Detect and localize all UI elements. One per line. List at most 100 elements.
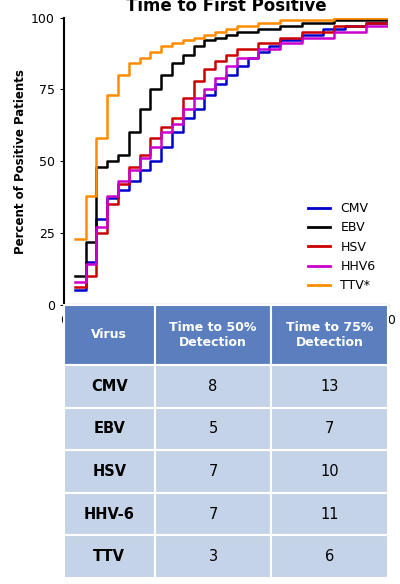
FancyBboxPatch shape [271, 493, 388, 536]
CMV [105, 195, 110, 202]
Text: HHV-6: HHV-6 [84, 507, 135, 522]
TTV* [159, 43, 164, 50]
Text: EBV: EBV [94, 421, 125, 436]
HHV6 [72, 278, 77, 285]
TTV* [105, 92, 110, 99]
HHV6 [137, 155, 142, 162]
HSV [137, 152, 142, 159]
Title: Time to First Positive: Time to First Positive [126, 0, 326, 15]
CMV [224, 71, 228, 78]
CMV [137, 166, 142, 173]
HHV6 [83, 261, 88, 268]
HSV [159, 123, 164, 130]
HSV [83, 273, 88, 280]
TTV* [83, 192, 88, 199]
FancyBboxPatch shape [155, 493, 271, 536]
Text: 7: 7 [208, 464, 218, 479]
EBV [213, 34, 218, 41]
EBV [224, 32, 228, 39]
TTV* [116, 71, 120, 78]
HSV [148, 135, 153, 142]
CMV [94, 215, 99, 222]
HHV6 [234, 54, 239, 61]
HSV [224, 51, 228, 58]
FancyBboxPatch shape [271, 305, 388, 365]
HHV6 [105, 192, 110, 199]
EBV [191, 43, 196, 50]
CMV [364, 20, 369, 27]
HSV [105, 201, 110, 208]
CMV [278, 37, 282, 44]
CMV [213, 80, 218, 87]
Text: 5: 5 [208, 421, 218, 436]
FancyBboxPatch shape [155, 408, 271, 450]
HSV [126, 164, 131, 171]
CMV [256, 48, 261, 55]
Text: 7: 7 [208, 507, 218, 522]
FancyBboxPatch shape [155, 536, 271, 578]
EBV [148, 86, 153, 93]
CMV [170, 129, 174, 136]
EBV [180, 51, 185, 58]
TTV* [137, 54, 142, 61]
EBV [170, 60, 174, 67]
TTV* [332, 14, 336, 21]
TTV* [72, 235, 77, 242]
HHV6 [224, 63, 228, 70]
EBV [137, 106, 142, 113]
HHV6 [332, 29, 336, 36]
Line: HSV: HSV [75, 20, 388, 287]
TTV* [224, 26, 228, 33]
FancyBboxPatch shape [155, 305, 271, 365]
EBV [256, 26, 261, 33]
HSV [94, 230, 99, 237]
FancyBboxPatch shape [155, 450, 271, 493]
EBV [105, 158, 110, 165]
FancyBboxPatch shape [271, 365, 388, 408]
HHV6 [213, 74, 218, 81]
Y-axis label: Percent of Positive Patients: Percent of Positive Patients [14, 69, 27, 253]
Text: 3: 3 [208, 550, 218, 564]
CMV [126, 178, 131, 185]
CMV [299, 32, 304, 39]
HHV6 [126, 166, 131, 173]
TTV* [94, 135, 99, 142]
Line: HHV6: HHV6 [75, 23, 388, 281]
HSV [278, 34, 282, 41]
EBV [126, 129, 131, 136]
EBV [278, 23, 282, 30]
Text: CMV: CMV [91, 378, 128, 394]
CMV [72, 287, 77, 294]
HHV6 [364, 23, 369, 30]
CMV [267, 43, 272, 50]
CMV [148, 158, 153, 165]
Text: 6: 6 [325, 550, 334, 564]
CMV [83, 258, 88, 265]
FancyBboxPatch shape [271, 450, 388, 493]
TTV* [126, 60, 131, 67]
CMV [116, 186, 120, 193]
EBV [234, 29, 239, 36]
HHV6 [256, 46, 261, 53]
Text: Time to 75%
Detection: Time to 75% Detection [286, 321, 373, 349]
FancyBboxPatch shape [271, 408, 388, 450]
Text: 8: 8 [208, 378, 218, 394]
EBV [83, 238, 88, 245]
EBV [116, 152, 120, 159]
HHV6 [202, 86, 207, 93]
HSV [202, 66, 207, 73]
Text: 7: 7 [325, 421, 334, 436]
FancyBboxPatch shape [271, 536, 388, 578]
HHV6 [299, 34, 304, 41]
HSV [364, 20, 369, 27]
Line: CMV: CMV [75, 20, 388, 290]
HHV6 [278, 40, 282, 47]
TTV* [148, 48, 153, 55]
CMV [202, 92, 207, 99]
HSV [213, 57, 218, 64]
HSV [72, 284, 77, 291]
CMV [386, 17, 390, 24]
EBV [94, 164, 99, 171]
FancyBboxPatch shape [64, 450, 155, 493]
Text: TTV: TTV [93, 550, 125, 564]
